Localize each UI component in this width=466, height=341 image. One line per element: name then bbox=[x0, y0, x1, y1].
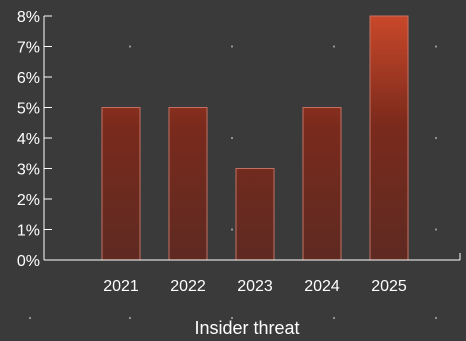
y-tick-label: 2% bbox=[17, 192, 40, 209]
y-tick-label: 1% bbox=[17, 223, 40, 240]
x-tick-label: 2023 bbox=[237, 278, 273, 295]
bar-2023 bbox=[235, 168, 275, 261]
grid-dot bbox=[230, 45, 234, 48]
y-tick-label: 4% bbox=[17, 131, 40, 148]
y-tick-label: 7% bbox=[17, 40, 40, 57]
y-ticks: 0% 1% 2% 3% 4% 5% 6% 7% 8% bbox=[17, 9, 52, 270]
x-axis-label: Insider threat bbox=[194, 318, 299, 338]
grid-dot bbox=[434, 228, 438, 231]
x-ticks: 2021 2022 2023 2024 2025 bbox=[103, 278, 407, 295]
bars bbox=[101, 15, 409, 261]
grid-dot bbox=[230, 316, 234, 320]
x-tick-label: 2021 bbox=[103, 278, 139, 295]
y-tick-label: 8% bbox=[17, 9, 40, 26]
grid-dot bbox=[128, 45, 132, 48]
grid-dot bbox=[28, 316, 32, 320]
grid-dot bbox=[230, 136, 234, 140]
bar-2025 bbox=[369, 15, 409, 261]
x-tick-label: 2024 bbox=[304, 278, 340, 295]
grid-dot bbox=[230, 228, 234, 231]
bar-2022 bbox=[168, 107, 208, 261]
grid-dot bbox=[434, 45, 438, 48]
bar-2024 bbox=[302, 107, 342, 261]
grid-dot bbox=[434, 316, 438, 320]
y-tick-label: 5% bbox=[17, 101, 40, 118]
grid-dot bbox=[332, 316, 336, 320]
y-tick-label: 6% bbox=[17, 70, 40, 87]
grid-dot bbox=[128, 316, 132, 320]
grid-dot bbox=[434, 136, 438, 140]
y-tick-label: 0% bbox=[17, 253, 40, 270]
bar-2021 bbox=[101, 107, 141, 261]
y-tick-label: 3% bbox=[17, 162, 40, 179]
x-tick-label: 2025 bbox=[371, 278, 407, 295]
x-tick-label: 2022 bbox=[170, 278, 206, 295]
grid-dot bbox=[332, 45, 336, 48]
